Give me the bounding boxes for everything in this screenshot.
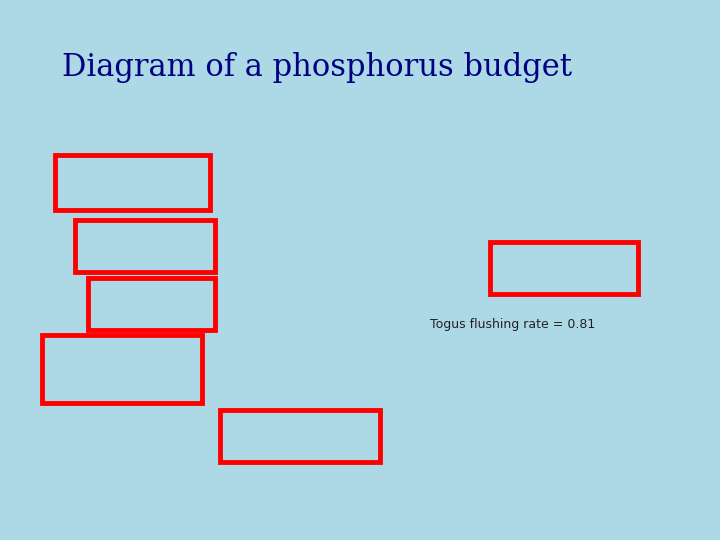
- Bar: [490, 242, 638, 294]
- Bar: [42, 335, 202, 403]
- Text: Togus flushing rate = 0.81: Togus flushing rate = 0.81: [430, 318, 595, 331]
- Bar: [88, 278, 215, 330]
- Text: Diagram of a phosphorus budget: Diagram of a phosphorus budget: [62, 52, 572, 83]
- Bar: [75, 220, 215, 272]
- Bar: [55, 155, 210, 210]
- Bar: [220, 410, 380, 462]
